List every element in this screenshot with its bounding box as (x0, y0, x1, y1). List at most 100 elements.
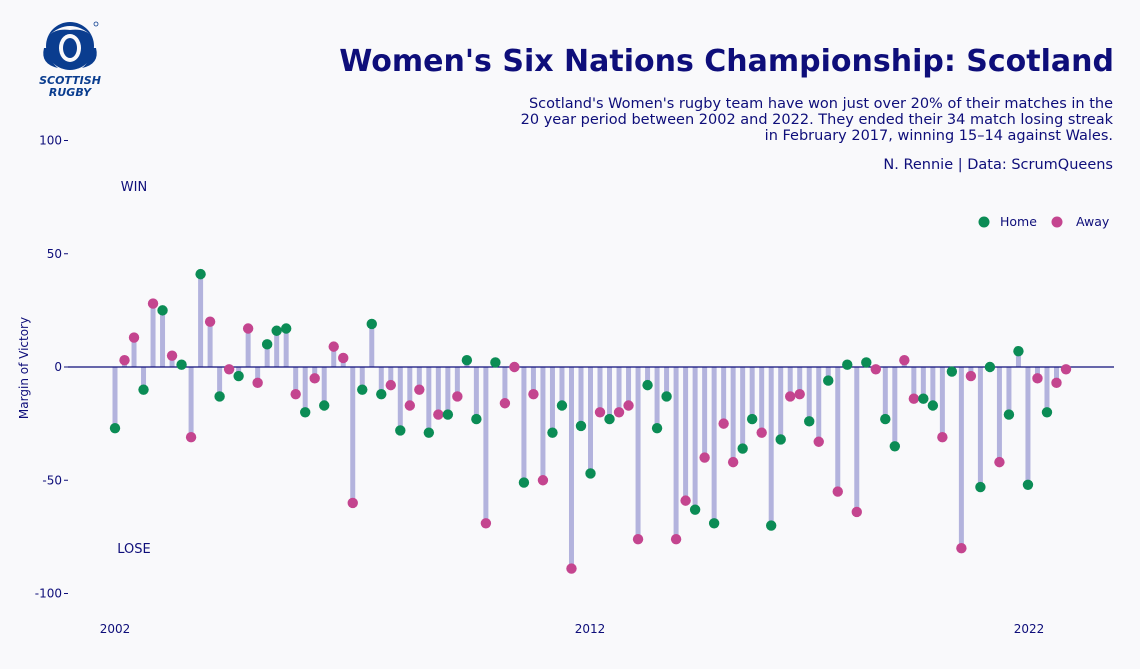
away-match-point (832, 486, 843, 497)
legend: Home Away (978, 214, 1110, 229)
y-tick-label: 0 (54, 360, 62, 374)
away-match-point (347, 497, 358, 509)
away-match-point (956, 543, 967, 554)
x-axis: 2002 2012 2022 (100, 622, 1045, 636)
home-match-point (604, 413, 615, 425)
chart-title: Women's Six Nations Championship: Scotla… (339, 44, 1114, 79)
y-axis-label: Margin of Victory (17, 317, 31, 419)
away-match-point (252, 377, 263, 389)
home-match-point (395, 425, 406, 436)
home-match-point (556, 400, 568, 411)
x-tick-label: 2012 (575, 622, 606, 636)
home-match-point (138, 384, 149, 395)
home-match-point (708, 518, 720, 529)
home-match-point (461, 355, 473, 366)
away-match-point (566, 563, 577, 574)
home-match-point (823, 375, 834, 386)
y-tick-label: 100 (39, 134, 62, 148)
home-match-point (214, 391, 225, 402)
away-match-point (385, 379, 396, 391)
away-match-point (727, 456, 739, 468)
home-match-point (1003, 409, 1015, 420)
logo-text-scottish: SCOTTISH (39, 74, 101, 87)
x-tick-label: 2002 (100, 622, 131, 636)
away-match-point (1032, 373, 1043, 384)
home-match-point (442, 409, 454, 420)
home-match-point (319, 400, 330, 411)
away-match-point (223, 364, 235, 375)
lollipop-points (109, 268, 1072, 574)
home-match-point (927, 400, 939, 411)
away-match-point (480, 518, 492, 529)
home-match-point (490, 357, 501, 368)
away-match-point (309, 373, 320, 384)
away-match-point (670, 533, 682, 545)
legend-home-marker (978, 216, 990, 228)
away-match-point (937, 432, 948, 443)
home-match-point (984, 361, 996, 373)
home-match-point (423, 427, 435, 438)
home-match-point (737, 443, 748, 454)
chart-caption: N. Rennie | Data: ScrumQueens (883, 157, 1113, 173)
home-match-point (861, 357, 872, 368)
away-match-point (242, 323, 254, 334)
away-match-point (404, 400, 416, 411)
home-match-point (1013, 345, 1024, 357)
away-match-point (433, 409, 444, 420)
y-tick-label: -50 (42, 473, 62, 487)
home-match-point (765, 520, 777, 531)
scottish-rugby-logo (43, 21, 99, 70)
away-match-point (870, 364, 881, 375)
home-match-point (1041, 407, 1053, 418)
away-match-point (699, 452, 710, 463)
home-match-point (585, 468, 596, 479)
away-match-point (147, 298, 159, 309)
away-match-point (785, 391, 796, 402)
away-match-point (499, 398, 511, 409)
away-match-point (290, 388, 301, 400)
away-match-point (128, 332, 140, 343)
away-match-point (1051, 377, 1062, 389)
away-match-point (119, 355, 130, 366)
away-match-point (594, 407, 606, 418)
away-match-point (1060, 364, 1072, 375)
chart-subtitle: Scotland's Women's rugby team have won j… (520, 96, 1113, 144)
home-match-point (1022, 479, 1034, 490)
away-match-point (899, 355, 910, 366)
legend-away-label: Away (1076, 214, 1110, 229)
y-tick-label: -100 (35, 587, 62, 601)
home-match-point (975, 481, 986, 493)
lollipop-stems (112, 274, 1069, 569)
home-match-point (547, 427, 558, 438)
annotation-lose: LOSE (117, 542, 150, 557)
y-axis: 100 50 0 -50 -100 (35, 134, 68, 601)
home-match-point (471, 413, 482, 425)
away-match-point (632, 533, 644, 545)
logo-text-rugby: RUGBY (48, 86, 92, 99)
away-match-point (328, 341, 339, 352)
away-match-point (994, 456, 1005, 468)
away-match-point (908, 393, 920, 404)
away-match-point (623, 400, 634, 411)
home-match-point (775, 434, 786, 445)
home-match-point (842, 359, 853, 370)
home-match-point (300, 407, 311, 418)
away-match-point (537, 475, 549, 486)
away-match-point (509, 361, 520, 373)
away-match-point (794, 388, 805, 400)
annotation-win: WIN (121, 180, 147, 195)
away-match-point (756, 427, 767, 438)
home-match-point (880, 413, 891, 425)
home-match-point (918, 393, 929, 404)
legend-away-marker (1051, 216, 1063, 228)
home-match-point (366, 318, 377, 330)
home-match-point (357, 384, 368, 395)
home-match-point (261, 339, 273, 350)
away-match-point (166, 350, 178, 361)
home-match-point (109, 422, 121, 434)
away-match-point (813, 436, 824, 447)
home-match-point (804, 416, 815, 427)
away-match-point (851, 506, 862, 518)
x-tick-label: 2022 (1014, 622, 1045, 636)
